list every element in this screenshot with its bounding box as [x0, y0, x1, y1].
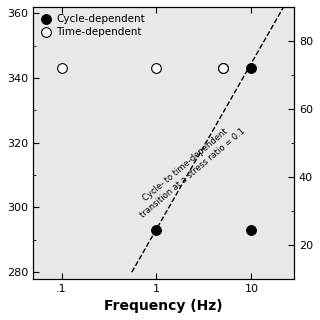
Cycle-dependent — [249, 67, 253, 70]
Time-dependent — [60, 286, 63, 290]
Line: Time-dependent: Time-dependent — [57, 64, 228, 293]
Text: Cycle- to time-dependent
transition at a stress ratio = 0.1: Cycle- to time-dependent transition at a… — [132, 118, 246, 219]
X-axis label: Frequency (Hz): Frequency (Hz) — [104, 299, 223, 313]
Time-dependent — [126, 286, 130, 290]
Cycle-dependent — [155, 228, 158, 232]
Cycle-dependent — [249, 228, 253, 232]
Legend: Cycle-dependent, Time-dependent: Cycle-dependent, Time-dependent — [38, 12, 147, 39]
Cycle-dependent — [221, 67, 225, 70]
Line: Cycle-dependent: Cycle-dependent — [152, 64, 256, 235]
Time-dependent — [60, 67, 63, 70]
Time-dependent — [155, 67, 158, 70]
Time-dependent — [221, 67, 225, 70]
